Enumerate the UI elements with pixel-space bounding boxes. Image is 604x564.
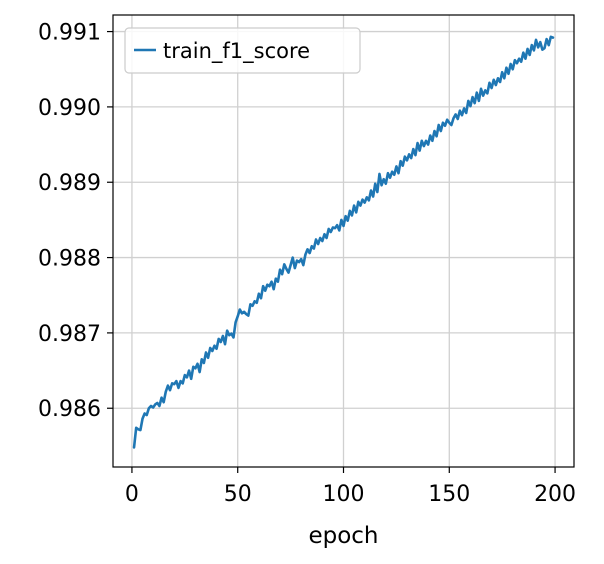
x-tick-label: 50 (224, 482, 252, 507)
y-tick-label: 0.987 (38, 322, 101, 347)
legend-label: train_f1_score (163, 39, 310, 64)
x-tick-label: 0 (125, 482, 139, 507)
x-tick-label: 150 (428, 482, 470, 507)
grid (113, 15, 574, 467)
x-axis: 0 50 100 150 200 (125, 467, 576, 507)
y-tick-label: 0.988 (38, 247, 101, 272)
x-tick-label: 100 (323, 482, 365, 507)
y-tick-label: 0.991 (38, 21, 101, 46)
y-tick-label: 0.986 (38, 397, 101, 422)
legend: train_f1_score (124, 27, 361, 74)
y-tick-label: 0.990 (38, 96, 101, 121)
y-axis: 0.986 0.987 0.988 0.989 0.990 0.991 (38, 21, 113, 422)
y-tick-label: 0.989 (38, 171, 101, 196)
series-line (132, 35, 555, 449)
series-layer (132, 35, 555, 449)
x-tick-label: 200 (534, 482, 576, 507)
legend-box (124, 27, 361, 74)
x-axis-title: epoch (308, 523, 378, 549)
